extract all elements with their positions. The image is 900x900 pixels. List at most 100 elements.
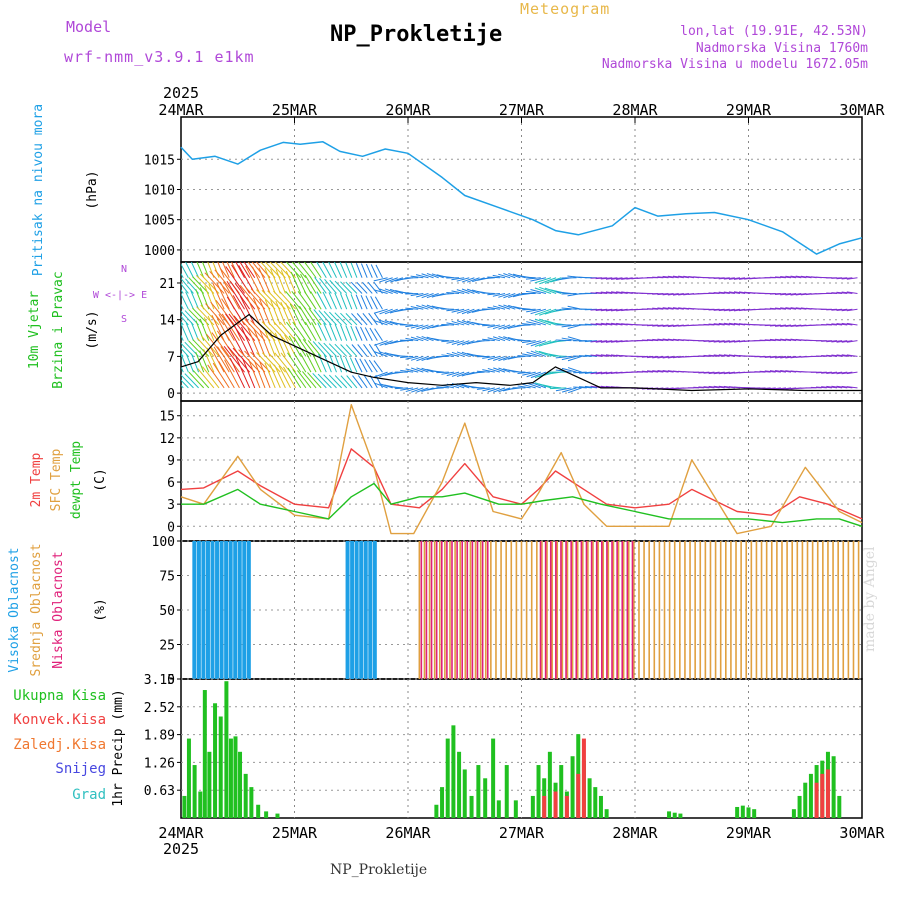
wind-barb <box>492 274 506 279</box>
wind-barb <box>534 308 552 316</box>
wind-barb <box>816 371 827 374</box>
wind-barb <box>764 355 776 359</box>
wind-barb <box>600 308 613 312</box>
wind-barb <box>248 358 261 389</box>
wind-barb <box>718 308 730 312</box>
dewpt-temp-axis-title: dewpt Temp <box>69 441 84 519</box>
wind-barb <box>364 327 373 341</box>
wind-barb <box>374 296 383 310</box>
y-tick-label: 1.89 <box>144 729 175 744</box>
wind-barb <box>785 307 797 310</box>
wind-barb <box>253 328 266 357</box>
wind-barb <box>201 335 220 357</box>
wind-barb <box>487 292 500 296</box>
wind-barb <box>525 277 541 280</box>
wind-barb <box>279 321 297 341</box>
wind-barb <box>280 352 297 373</box>
wind-barb <box>355 326 363 341</box>
y-tick-label: 1015 <box>144 153 175 168</box>
wind-barb <box>539 277 557 285</box>
wind-barb <box>181 347 189 357</box>
wind-barb <box>200 304 220 326</box>
wind-barb <box>314 277 327 294</box>
wind-barb <box>595 323 608 326</box>
watermark: made by Angel <box>862 546 878 653</box>
wind-barb <box>790 338 802 342</box>
wind-barb <box>234 283 256 310</box>
wind-barb <box>329 279 342 294</box>
wind-barb <box>657 355 669 359</box>
wind-barb <box>780 276 792 279</box>
wind-barb <box>228 327 245 357</box>
wind-barb <box>526 382 541 389</box>
wind-barb <box>302 339 317 357</box>
compass-west-east: W <-|-> E <box>93 290 147 301</box>
wind-barb <box>522 371 536 376</box>
wind-barb <box>590 354 603 357</box>
wind-barb <box>723 277 735 280</box>
wind-barb <box>600 291 613 294</box>
wind-barb <box>239 295 256 326</box>
temp-series-line-2 <box>181 482 863 527</box>
wind-barb <box>181 374 194 389</box>
wind-barb <box>508 292 521 299</box>
wind-barb <box>345 344 358 357</box>
wind-barb <box>416 355 429 362</box>
wind-barb <box>780 292 792 296</box>
wind-barb <box>657 324 669 327</box>
wind-barb <box>262 352 281 373</box>
wind-barb <box>605 291 618 294</box>
wind-barb <box>461 340 475 346</box>
wind-barb <box>466 288 480 294</box>
wind-barb <box>181 315 189 326</box>
time-label-bottom: 25MAR <box>272 824 318 842</box>
wind-barb <box>285 290 302 310</box>
precip-bar-total <box>746 807 751 818</box>
wind-barb <box>831 323 843 326</box>
wind-barb <box>181 303 184 310</box>
wind-barb <box>698 386 710 389</box>
precip-bar-total <box>740 805 745 818</box>
wind-barb <box>232 295 251 326</box>
wind-barb <box>713 292 725 294</box>
wind-barb <box>713 354 725 357</box>
wind-barb <box>728 322 741 326</box>
wind-barb <box>780 387 792 390</box>
wind-barb <box>672 275 684 279</box>
wind-barb <box>299 352 312 373</box>
precip-legend-2: Zaledj.Kisa <box>13 737 106 753</box>
wind-barb <box>291 290 307 310</box>
wind-barb <box>421 367 434 373</box>
wind-barb <box>662 355 674 359</box>
wind-barb <box>555 387 572 392</box>
wind-barb <box>323 354 332 373</box>
wind-barb <box>492 292 506 297</box>
wind-barb <box>235 356 251 389</box>
y-tick-label: 9 <box>167 454 175 469</box>
wind-barb <box>346 375 358 389</box>
wind-barb <box>322 291 332 310</box>
wind-barb <box>204 285 215 310</box>
precip-bar-total <box>587 778 592 818</box>
wind-barb <box>405 337 419 342</box>
y-tick-label: 6 <box>167 476 175 491</box>
wind-barb <box>293 336 307 357</box>
wind-barb <box>269 363 281 389</box>
wind-barb <box>662 324 674 328</box>
wind-barb <box>362 313 373 326</box>
precip-bar-total <box>483 778 488 818</box>
wind-barb <box>672 324 684 327</box>
wind-barb <box>356 313 368 326</box>
cloud-bar-high <box>205 541 210 679</box>
wind-barb <box>487 324 501 328</box>
wind-barb <box>555 308 572 311</box>
wind-barb <box>579 386 592 389</box>
wind-barb <box>410 305 424 310</box>
wind-barb <box>273 290 291 310</box>
wind-barb <box>785 338 797 342</box>
wind-barb <box>309 275 322 294</box>
wind-barb <box>400 387 414 391</box>
wind-barb <box>181 334 184 341</box>
wind-barb <box>652 370 664 373</box>
wind-barb <box>201 262 210 278</box>
